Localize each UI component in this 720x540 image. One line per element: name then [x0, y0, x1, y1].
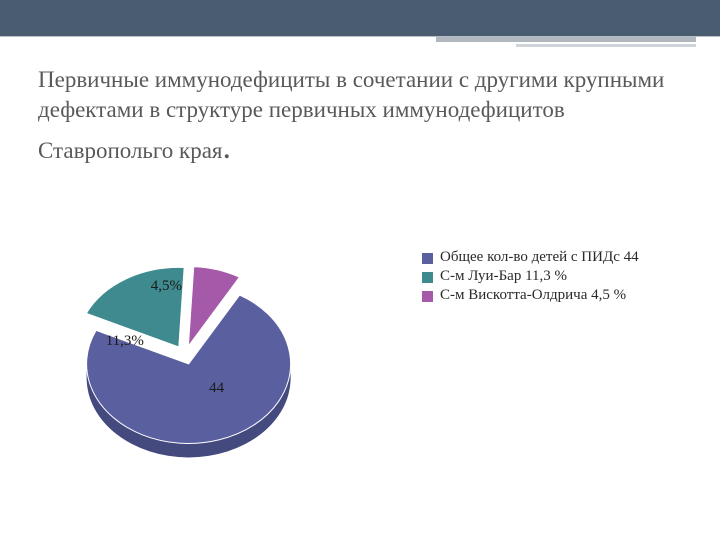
legend-label: С-м Луи-Бар 11,3 %	[440, 268, 567, 284]
legend-swatch	[422, 272, 433, 283]
slide-title: Первичные иммунодефициты в сочетании с д…	[38, 65, 678, 171]
pie-slice-label: 4,5%	[151, 278, 182, 294]
legend-entry: Общее кол-во детей с ПИДс 44	[422, 248, 692, 267]
legend-swatch	[422, 253, 433, 264]
legend-entry: С-м Луи-Бар 11,3 %	[422, 267, 692, 286]
legend-label: С-м Вискотта-Олдрича 4,5 %	[440, 287, 626, 303]
legend: Общее кол-во детей с ПИДс 44 С-м Луи-Бар …	[422, 248, 692, 304]
legend-swatch	[422, 291, 433, 302]
pie-chart: 44 11,3% 4,5%	[55, 225, 355, 525]
title-text: Первичные иммунодефициты в сочетании с д…	[38, 67, 664, 163]
header-accent	[436, 37, 696, 51]
pie-slice-label: 11,3%	[106, 333, 144, 349]
pie-slice-label: 44	[209, 380, 225, 396]
title-period: .	[222, 129, 231, 166]
legend-entry: С-м Вискотта-Олдрича 4,5 %	[422, 286, 692, 305]
header-band	[0, 0, 720, 36]
legend-label: Общее кол-во детей с ПИДс 44	[440, 249, 639, 265]
